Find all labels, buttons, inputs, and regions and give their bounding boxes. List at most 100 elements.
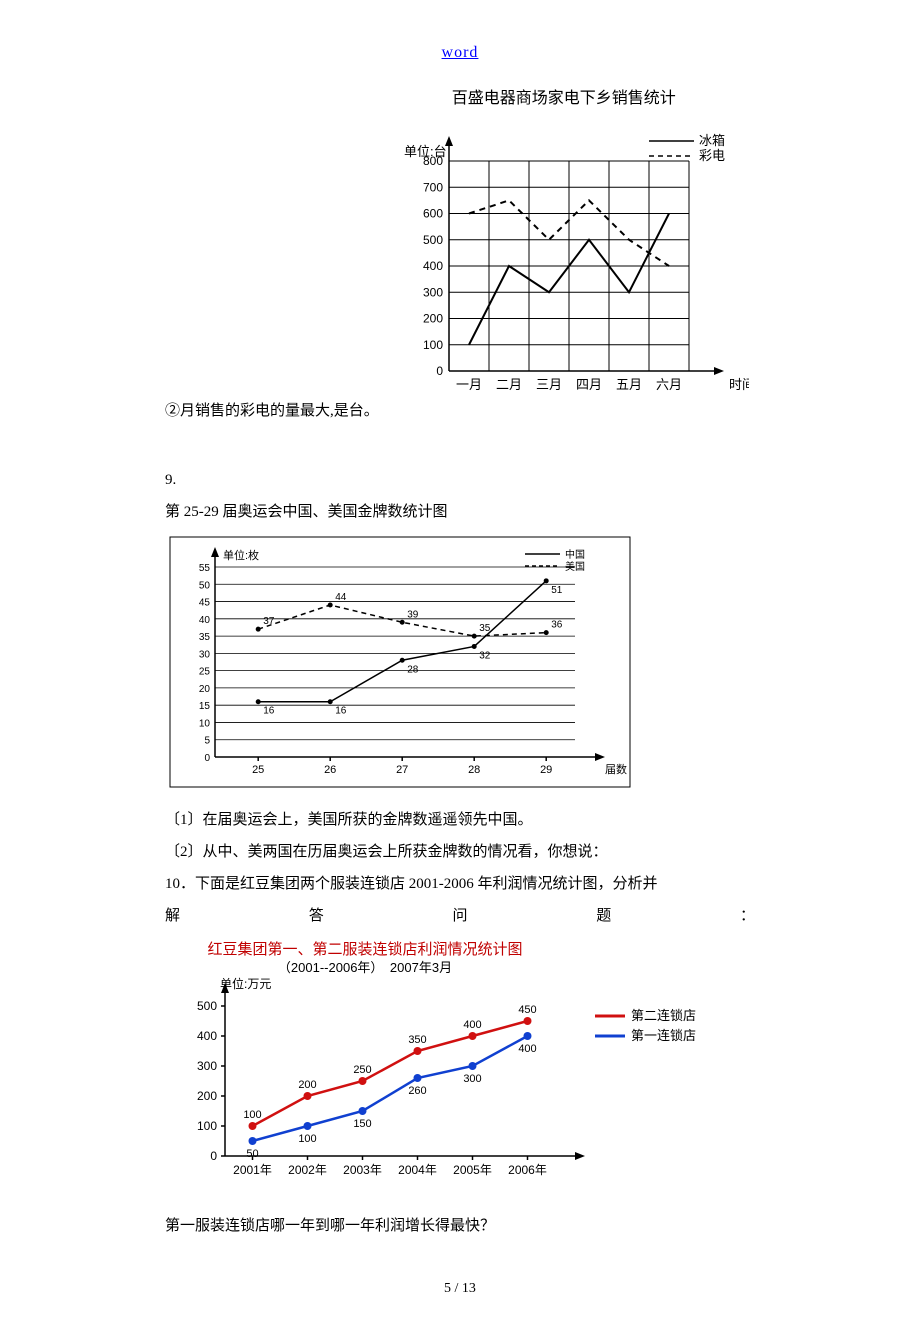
svg-text:50: 50 <box>199 580 211 591</box>
svg-text:500: 500 <box>197 999 217 1013</box>
svg-text:2005年: 2005年 <box>453 1163 492 1177</box>
svg-text:29: 29 <box>540 764 552 776</box>
svg-text:红豆集团第一、第二服装连锁店利润情况统计图: 红豆集团第一、第二服装连锁店利润情况统计图 <box>207 940 522 958</box>
header-link: word <box>165 40 755 66</box>
svg-text:28: 28 <box>407 664 419 675</box>
svg-text:5: 5 <box>204 736 210 747</box>
svg-text:2006年: 2006年 <box>508 1163 547 1177</box>
svg-text:一月: 一月 <box>456 377 482 392</box>
svg-text:350: 350 <box>408 1034 426 1046</box>
q8-svg: 0100200300400500600700800单位:台一月二月三月四月五月六… <box>379 121 749 421</box>
svg-text:150: 150 <box>353 1118 371 1130</box>
svg-text:彩电: 彩电 <box>699 148 725 163</box>
svg-text:三月: 三月 <box>536 377 562 392</box>
svg-text:400: 400 <box>423 259 443 273</box>
svg-text:40: 40 <box>199 615 211 626</box>
svg-text:450: 450 <box>518 1004 536 1016</box>
svg-text:美国: 美国 <box>565 560 585 573</box>
svg-text:35: 35 <box>479 623 491 634</box>
svg-text:时间: 时间 <box>729 377 749 392</box>
svg-text:45: 45 <box>199 598 211 609</box>
svg-text:400: 400 <box>518 1043 536 1055</box>
svg-text:（2001--2006年） 2007年3月: （2001--2006年） 2007年3月 <box>278 960 452 975</box>
q9-chart: 0 5 10 15 20 25 30 35 40 45 50 55 单位:枚 25 26 27 28 29 届数 中国… <box>165 532 755 800</box>
svg-text:300: 300 <box>463 1073 481 1085</box>
svg-text:26: 26 <box>324 764 336 776</box>
svg-text:25: 25 <box>199 667 211 678</box>
svg-text:15: 15 <box>199 701 211 712</box>
svg-text:第二连锁店: 第二连锁店 <box>631 1008 696 1023</box>
svg-text:400: 400 <box>197 1029 217 1043</box>
svg-text:200: 200 <box>298 1079 316 1091</box>
q8-chart: 百盛电器商场家电下乡销售统计 0100200300400500600700800… <box>379 86 749 428</box>
page-footer: 5 / 13 <box>165 1278 755 1300</box>
svg-text:100: 100 <box>243 1109 261 1121</box>
q8-chart-title: 百盛电器商场家电下乡销售统计 <box>379 86 749 112</box>
q10-i2-3: 题 <box>596 904 611 928</box>
svg-text:55: 55 <box>199 563 211 574</box>
svg-text:单位:万元: 单位:万元 <box>220 976 271 991</box>
svg-text:250: 250 <box>353 1064 371 1076</box>
svg-text:37: 37 <box>263 616 275 627</box>
svg-text:六月: 六月 <box>656 377 682 392</box>
svg-text:0: 0 <box>204 753 210 764</box>
svg-text:2004年: 2004年 <box>398 1163 437 1177</box>
q9-sub1: 〔1〕在届奥运会上，美国所获的金牌数遥遥领先中国。 <box>165 808 755 832</box>
q10-i2-2: 问 <box>452 904 467 928</box>
svg-text:冰箱: 冰箱 <box>699 133 725 148</box>
svg-text:50: 50 <box>246 1148 258 1160</box>
q10-intro2: 解 答 问 题 ： <box>165 904 755 928</box>
svg-text:300: 300 <box>197 1059 217 1073</box>
svg-text:2001年: 2001年 <box>233 1163 272 1177</box>
svg-text:单位:枚: 单位:枚 <box>223 548 259 562</box>
svg-text:2002年: 2002年 <box>288 1163 327 1177</box>
svg-text:28: 28 <box>468 764 480 776</box>
q9-sub2: 〔2〕从中、美两国在历届奥运会上所获金牌数的情况看，你想说： <box>165 840 755 864</box>
svg-text:四月: 四月 <box>576 377 602 392</box>
q10-i2-0: 解 <box>165 904 180 928</box>
q10-i2-4: ： <box>740 904 755 928</box>
svg-text:32: 32 <box>479 650 491 661</box>
svg-text:第一连锁店: 第一连锁店 <box>631 1028 696 1043</box>
svg-text:700: 700 <box>423 180 443 194</box>
svg-text:44: 44 <box>335 592 347 603</box>
svg-text:27: 27 <box>396 764 408 776</box>
svg-text:35: 35 <box>199 632 211 643</box>
svg-text:0: 0 <box>210 1149 217 1163</box>
svg-text:五月: 五月 <box>616 377 642 392</box>
svg-text:39: 39 <box>407 609 419 620</box>
q9-num: 9. <box>165 468 755 492</box>
q10-question: 第一服装连锁店哪一年到哪一年利润增长得最快？ <box>165 1214 755 1238</box>
svg-text:30: 30 <box>199 649 211 660</box>
svg-text:200: 200 <box>423 312 443 326</box>
svg-text:16: 16 <box>263 706 275 717</box>
q10-intro: 10．下面是红豆集团两个服装连锁店 2001-2006 年利润情况统计图，分析并 <box>165 872 755 896</box>
q9-title: 第 25-29 届奥运会中国、美国金牌数统计图 <box>165 500 755 524</box>
q10-svg: 红豆集团第一、第二服装连锁店利润情况统计图 （2001--2006年） 2007年… <box>165 936 725 1196</box>
svg-text:单位:台: 单位:台 <box>404 144 447 159</box>
svg-text:16: 16 <box>335 706 347 717</box>
q10-i2-1: 答 <box>309 904 324 928</box>
svg-text:届数: 届数 <box>605 763 627 776</box>
svg-text:300: 300 <box>423 285 443 299</box>
svg-text:200: 200 <box>197 1089 217 1103</box>
svg-text:25: 25 <box>252 764 264 776</box>
svg-text:0: 0 <box>436 364 443 378</box>
q8-note: ②月销售的彩电的量最大,是台。 <box>165 399 379 428</box>
svg-text:36: 36 <box>551 620 563 631</box>
svg-text:51: 51 <box>551 585 563 596</box>
svg-text:20: 20 <box>199 684 211 695</box>
svg-text:100: 100 <box>423 338 443 352</box>
svg-text:2003年: 2003年 <box>343 1163 382 1177</box>
svg-text:100: 100 <box>298 1133 316 1145</box>
q10-chart: 红豆集团第一、第二服装连锁店利润情况统计图 （2001--2006年） 2007年… <box>165 936 755 1204</box>
svg-text:100: 100 <box>197 1119 217 1133</box>
svg-text:中国: 中国 <box>565 548 585 561</box>
svg-text:二月: 二月 <box>496 377 522 392</box>
svg-text:260: 260 <box>408 1085 426 1097</box>
svg-text:10: 10 <box>199 718 211 729</box>
svg-text:500: 500 <box>423 233 443 247</box>
svg-text:400: 400 <box>463 1019 481 1031</box>
q9-svg: 0 5 10 15 20 25 30 35 40 45 50 55 单位:枚 25 26 27 28 29 届数 中国… <box>165 532 635 792</box>
svg-text:600: 600 <box>423 207 443 221</box>
